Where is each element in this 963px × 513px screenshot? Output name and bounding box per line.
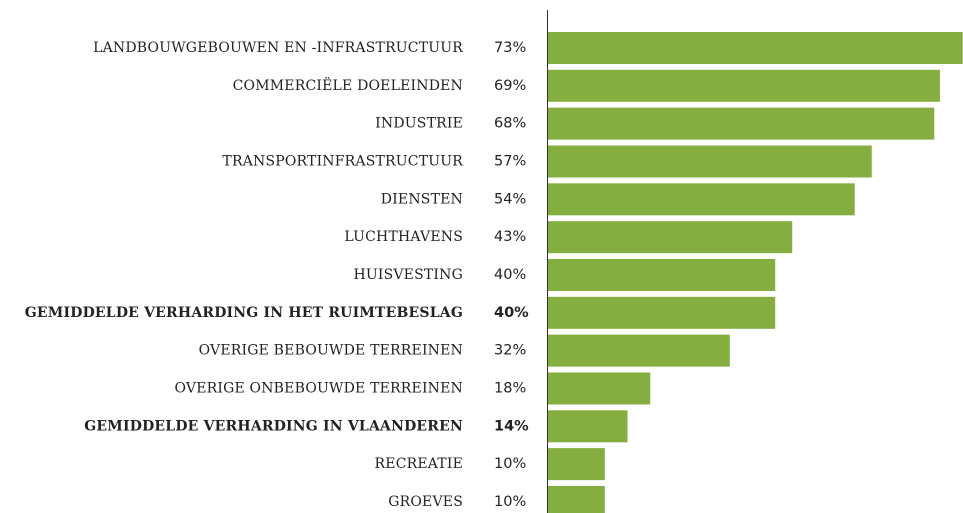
- value-label: 43%: [494, 229, 526, 245]
- category-label: OVERIGE ONBEBOUWDE TERREINEN: [174, 380, 463, 396]
- bar: [548, 107, 935, 140]
- category-label: DIENSTEN: [381, 191, 463, 207]
- category-label: COMMERCIËLE DOELEINDEN: [233, 76, 463, 94]
- category-label: RECREATIE: [375, 456, 463, 472]
- bar: [548, 32, 963, 64]
- value-label: 54%: [494, 191, 526, 207]
- value-label: 73%: [494, 40, 526, 56]
- value-label: 57%: [494, 153, 526, 169]
- value-label: 10%: [494, 456, 526, 472]
- value-label: 18%: [494, 380, 526, 396]
- bar: [548, 448, 605, 481]
- category-label: TRANSPORTINFRASTRUCTUUR: [222, 153, 463, 169]
- value-label: 40%: [494, 267, 526, 283]
- category-label: GEMIDDELDE VERHARDING IN VLAANDEREN: [84, 418, 463, 434]
- category-label: LUCHTHAVENS: [344, 229, 463, 245]
- bar: [548, 485, 605, 513]
- category-label: GEMIDDELDE VERHARDING IN HET RUIMTEBESLA…: [25, 305, 463, 321]
- bar: [548, 372, 651, 405]
- category-label: LANDBOUWGEBOUWEN EN -INFRASTRUCTUUR: [93, 40, 463, 56]
- value-label: 32%: [494, 343, 526, 359]
- value-label: 69%: [494, 78, 526, 94]
- category-label: HUISVESTING: [353, 267, 463, 283]
- bar: [548, 296, 776, 329]
- category-label: OVERIGE BEBOUWDE TERREINEN: [199, 343, 463, 359]
- value-label: 14%: [494, 418, 529, 434]
- bar: [548, 221, 793, 254]
- bar: [548, 258, 776, 291]
- bar: [548, 69, 940, 102]
- bar: [548, 410, 628, 443]
- category-label: INDUSTRIE: [375, 116, 463, 132]
- bar: [548, 145, 872, 178]
- bar: [548, 183, 855, 216]
- value-label: 10%: [494, 494, 526, 510]
- value-label: 40%: [494, 305, 529, 321]
- bar: [548, 334, 730, 367]
- category-label: GROEVES: [388, 494, 463, 510]
- value-label: 68%: [494, 116, 526, 132]
